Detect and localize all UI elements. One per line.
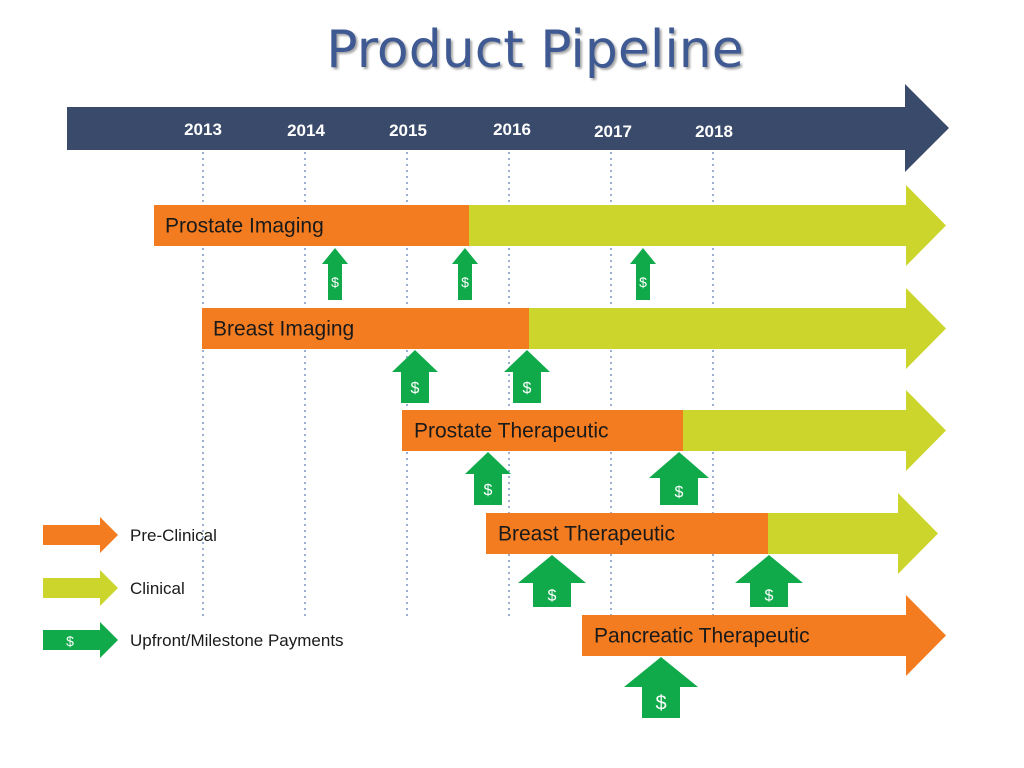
dollar-label: $ [523,380,532,397]
dollar-label: $ [765,588,774,605]
clinical-bar [768,493,938,574]
clinical-bar [469,185,946,266]
year-label: 2017 [594,122,632,141]
preclinical-bar [202,308,529,349]
dollar-label: $ [548,588,557,605]
payment-arrow [649,452,709,505]
legend-swatch-preclinical [43,517,118,553]
program-label: Breast Therapeutic [498,523,675,546]
program-label: Breast Imaging [213,318,354,341]
year-label: 2013 [184,120,222,139]
legend-label: Pre-Clinical [130,526,217,545]
legend-swatch-clinical [43,570,118,606]
payment-arrow [452,248,478,300]
preclinical-bar [582,595,946,676]
legend-label: Clinical [130,579,185,598]
payment-arrow [518,555,586,607]
payment-arrow [624,657,698,718]
payment-arrow [465,452,511,505]
preclinical-bar [402,410,683,451]
legend-label: Upfront/Milestone Payments [130,631,344,650]
program-label: Pancreatic Therapeutic [594,625,810,648]
payment-arrow [392,350,438,403]
dollar-label: $ [331,274,339,290]
dollar-label: $ [675,484,684,501]
year-label: 2018 [695,122,733,141]
preclinical-bar [486,513,768,554]
page-title: Product Pipeline [326,20,744,80]
clinical-bar [529,288,946,369]
dollar-label: $ [411,380,420,397]
payment-arrow [322,248,348,300]
year-label: 2014 [287,121,325,140]
dollar-label: $ [461,274,469,290]
legend-dollar-label: $ [66,633,74,649]
year-label: 2015 [389,121,427,140]
year-label: 2016 [493,120,531,139]
program-label: Prostate Therapeutic [414,420,609,443]
payment-arrow [735,555,803,607]
program-label: Prostate Imaging [165,215,324,238]
preclinical-bar [154,205,469,246]
clinical-bar [683,390,946,471]
payment-arrow [504,350,550,403]
dollar-label: $ [484,482,493,499]
dollar-label: $ [655,693,666,715]
dollar-label: $ [639,274,647,290]
payment-arrow [630,248,656,300]
legend-swatch-payment [43,622,118,658]
timeline-arrow [67,84,949,172]
